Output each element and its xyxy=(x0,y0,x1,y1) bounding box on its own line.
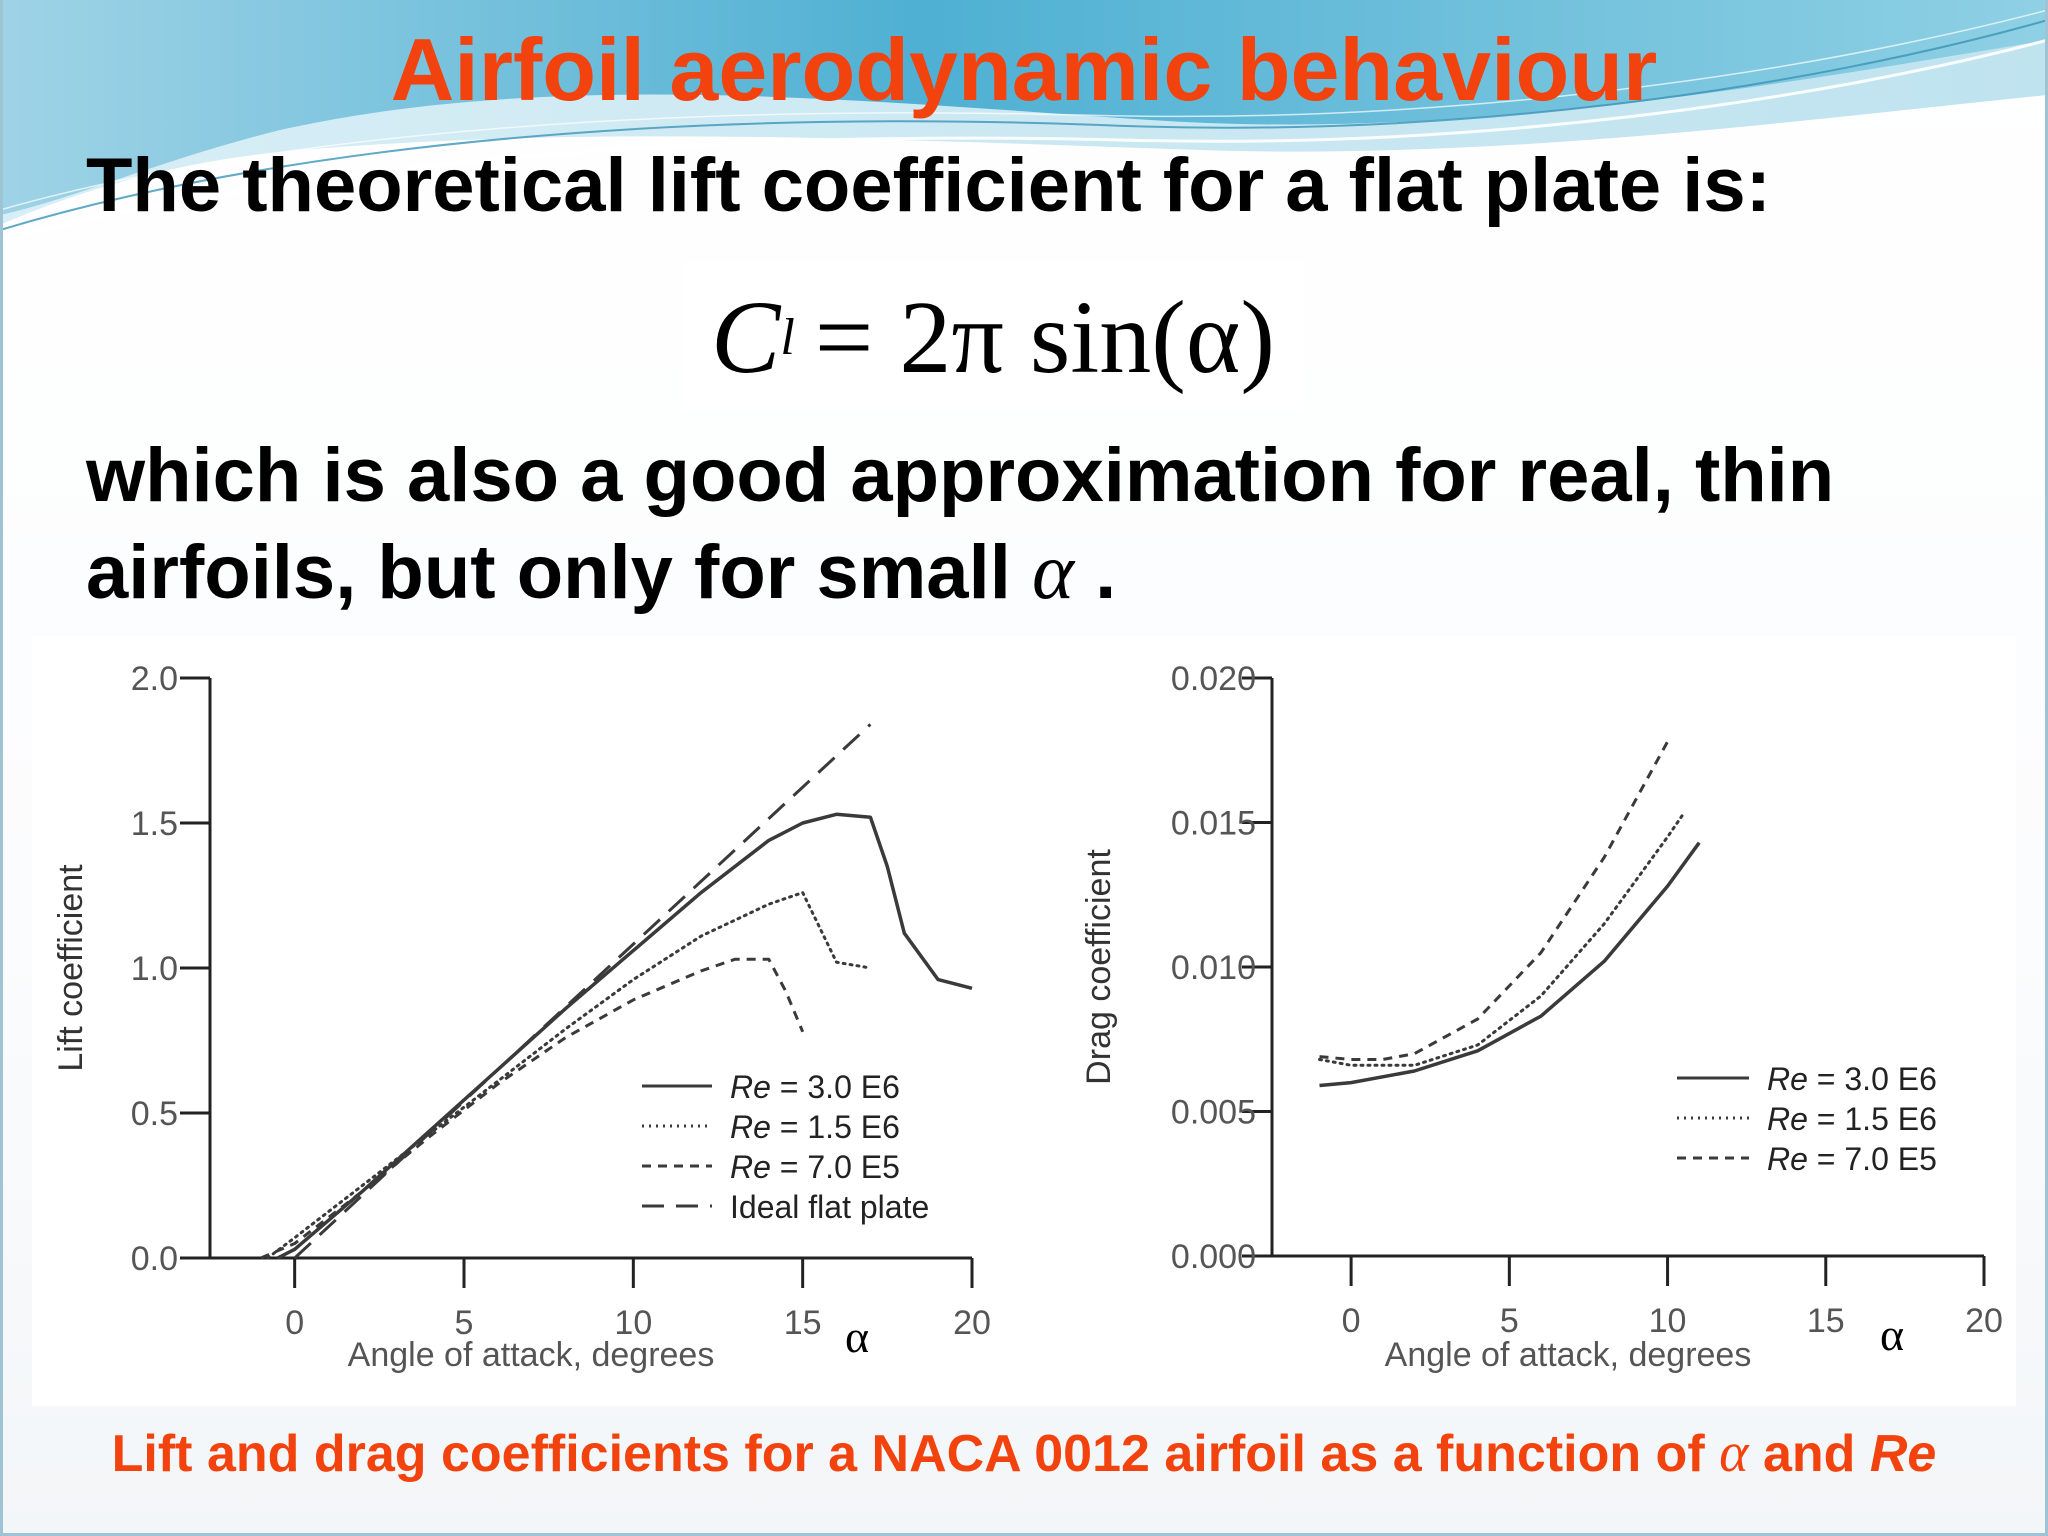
y-tick-label: 0.0 xyxy=(131,1240,178,1278)
x-axis-alpha-symbol: α xyxy=(1880,1309,1904,1360)
x-axis-label: Angle of attack, degrees xyxy=(348,1336,715,1374)
legend-label-value: = 1.5 E6 xyxy=(1808,1101,1937,1137)
chart-lift: 0.0 0.5 1.0 1.5 2.0 0 5 10 15 20 Angle of attack, … xyxy=(52,660,991,1374)
x-tick-label: 10 xyxy=(1649,1302,1687,1340)
x-tick-label: 0 xyxy=(1342,1302,1361,1340)
x-tick-label: 5 xyxy=(455,1304,474,1342)
legend-label-value: Ideal flat plate xyxy=(730,1189,929,1225)
y-tick-label: 0.010 xyxy=(1171,949,1256,987)
caption-text: Lift and drag coefficients for a NACA 00… xyxy=(111,1425,1705,1483)
charts-figure: 0.0 0.5 1.0 1.5 2.0 0 5 10 15 20 Angle of attack, … xyxy=(32,636,2016,1406)
legend-label-value: = 7.0 E5 xyxy=(1808,1141,1937,1177)
legend-label: Ideal flat plate xyxy=(730,1189,929,1225)
legend-label-re: Re xyxy=(730,1109,771,1145)
series-line xyxy=(1319,740,1669,1061)
alpha-symbol: α xyxy=(1031,528,1074,616)
x-tick-label: 0 xyxy=(285,1304,304,1342)
y-tick-label: 1.5 xyxy=(131,805,178,843)
formula-lhs: C xyxy=(710,279,781,395)
legend-label: Re = 3.0 E6 xyxy=(1767,1061,1937,1097)
x-tick-label: 15 xyxy=(1807,1302,1845,1340)
x-tick-label: 20 xyxy=(1965,1302,2003,1340)
slide-title: Airfoil aerodynamic behaviour xyxy=(390,20,1658,119)
legend-label-value: = 3.0 E6 xyxy=(1808,1061,1937,1097)
y-axis-label: Drag coefficient xyxy=(1080,849,1118,1085)
x-tick-label: 10 xyxy=(614,1304,652,1342)
legend-label: Re = 1.5 E6 xyxy=(730,1109,900,1145)
caption-and: and xyxy=(1762,1425,1856,1483)
caption-alpha: α xyxy=(1719,1422,1749,1484)
series-line xyxy=(1318,812,1685,1067)
legend-label: Re = 7.0 E5 xyxy=(730,1149,900,1185)
legend-label-re: Re xyxy=(1767,1061,1808,1097)
slide-border-left xyxy=(0,0,3,1536)
formula-subscript: l xyxy=(780,308,795,366)
y-tick-label: 0.005 xyxy=(1171,1094,1256,1132)
formula-rhs: = 2π sin(α) xyxy=(814,279,1276,395)
x-tick-label: 20 xyxy=(953,1304,991,1342)
figure-caption: Lift and drag coefficients for a NACA 00… xyxy=(0,1418,2048,1489)
y-axis-label: Lift coefficient xyxy=(52,864,90,1072)
series-line xyxy=(266,891,872,1260)
x-tick-label: 5 xyxy=(1500,1302,1519,1340)
series-line xyxy=(293,723,872,1260)
legend-label-value: = 1.5 E6 xyxy=(771,1109,900,1145)
series-line xyxy=(1319,841,1701,1088)
chart-drag: 0.000 0.005 0.010 0.015 0.020 0 5 10 15 20 Angle o… xyxy=(1080,660,2003,1374)
x-axis-label: Angle of attack, degrees xyxy=(1385,1336,1752,1374)
approximation-text: which is also a good approximation for r… xyxy=(86,428,1986,621)
approximation-text-main: which is also a good approximation for r… xyxy=(86,433,1835,615)
legend-label: Re = 7.0 E5 xyxy=(1767,1141,1937,1177)
series-line xyxy=(260,957,805,1260)
slide-border-bottom xyxy=(0,1533,2048,1536)
header-wave-decoration xyxy=(0,0,2048,242)
y-tick-label: 2.0 xyxy=(131,660,178,698)
caption-re: Re xyxy=(1869,1425,1937,1483)
y-tick-label: 1.0 xyxy=(131,950,178,988)
slide-border-right xyxy=(2045,0,2048,1536)
legend-label-value: = 7.0 E5 xyxy=(771,1149,900,1185)
legend-label-re: Re xyxy=(1767,1101,1808,1137)
legend-label: Re = 1.5 E6 xyxy=(1767,1101,1937,1137)
y-tick-label: 0.5 xyxy=(131,1095,178,1133)
x-axis-alpha-symbol: α xyxy=(845,1311,869,1362)
y-tick-label: 0.015 xyxy=(1171,805,1256,843)
x-tick-label: 15 xyxy=(784,1304,822,1342)
approximation-text-end: . xyxy=(1095,530,1117,615)
y-tick-label: 0.000 xyxy=(1171,1238,1256,1276)
legend-label-re: Re xyxy=(730,1069,771,1105)
legend-label-re: Re xyxy=(730,1149,771,1185)
legend-label-re: Re xyxy=(1767,1141,1808,1177)
legend-label: Re = 3.0 E6 xyxy=(730,1069,900,1105)
intro-text: The theoretical lift coefficient for a f… xyxy=(86,143,1771,228)
y-tick-label: 0.020 xyxy=(1171,660,1256,698)
legend-label-value: = 3.0 E6 xyxy=(771,1069,900,1105)
